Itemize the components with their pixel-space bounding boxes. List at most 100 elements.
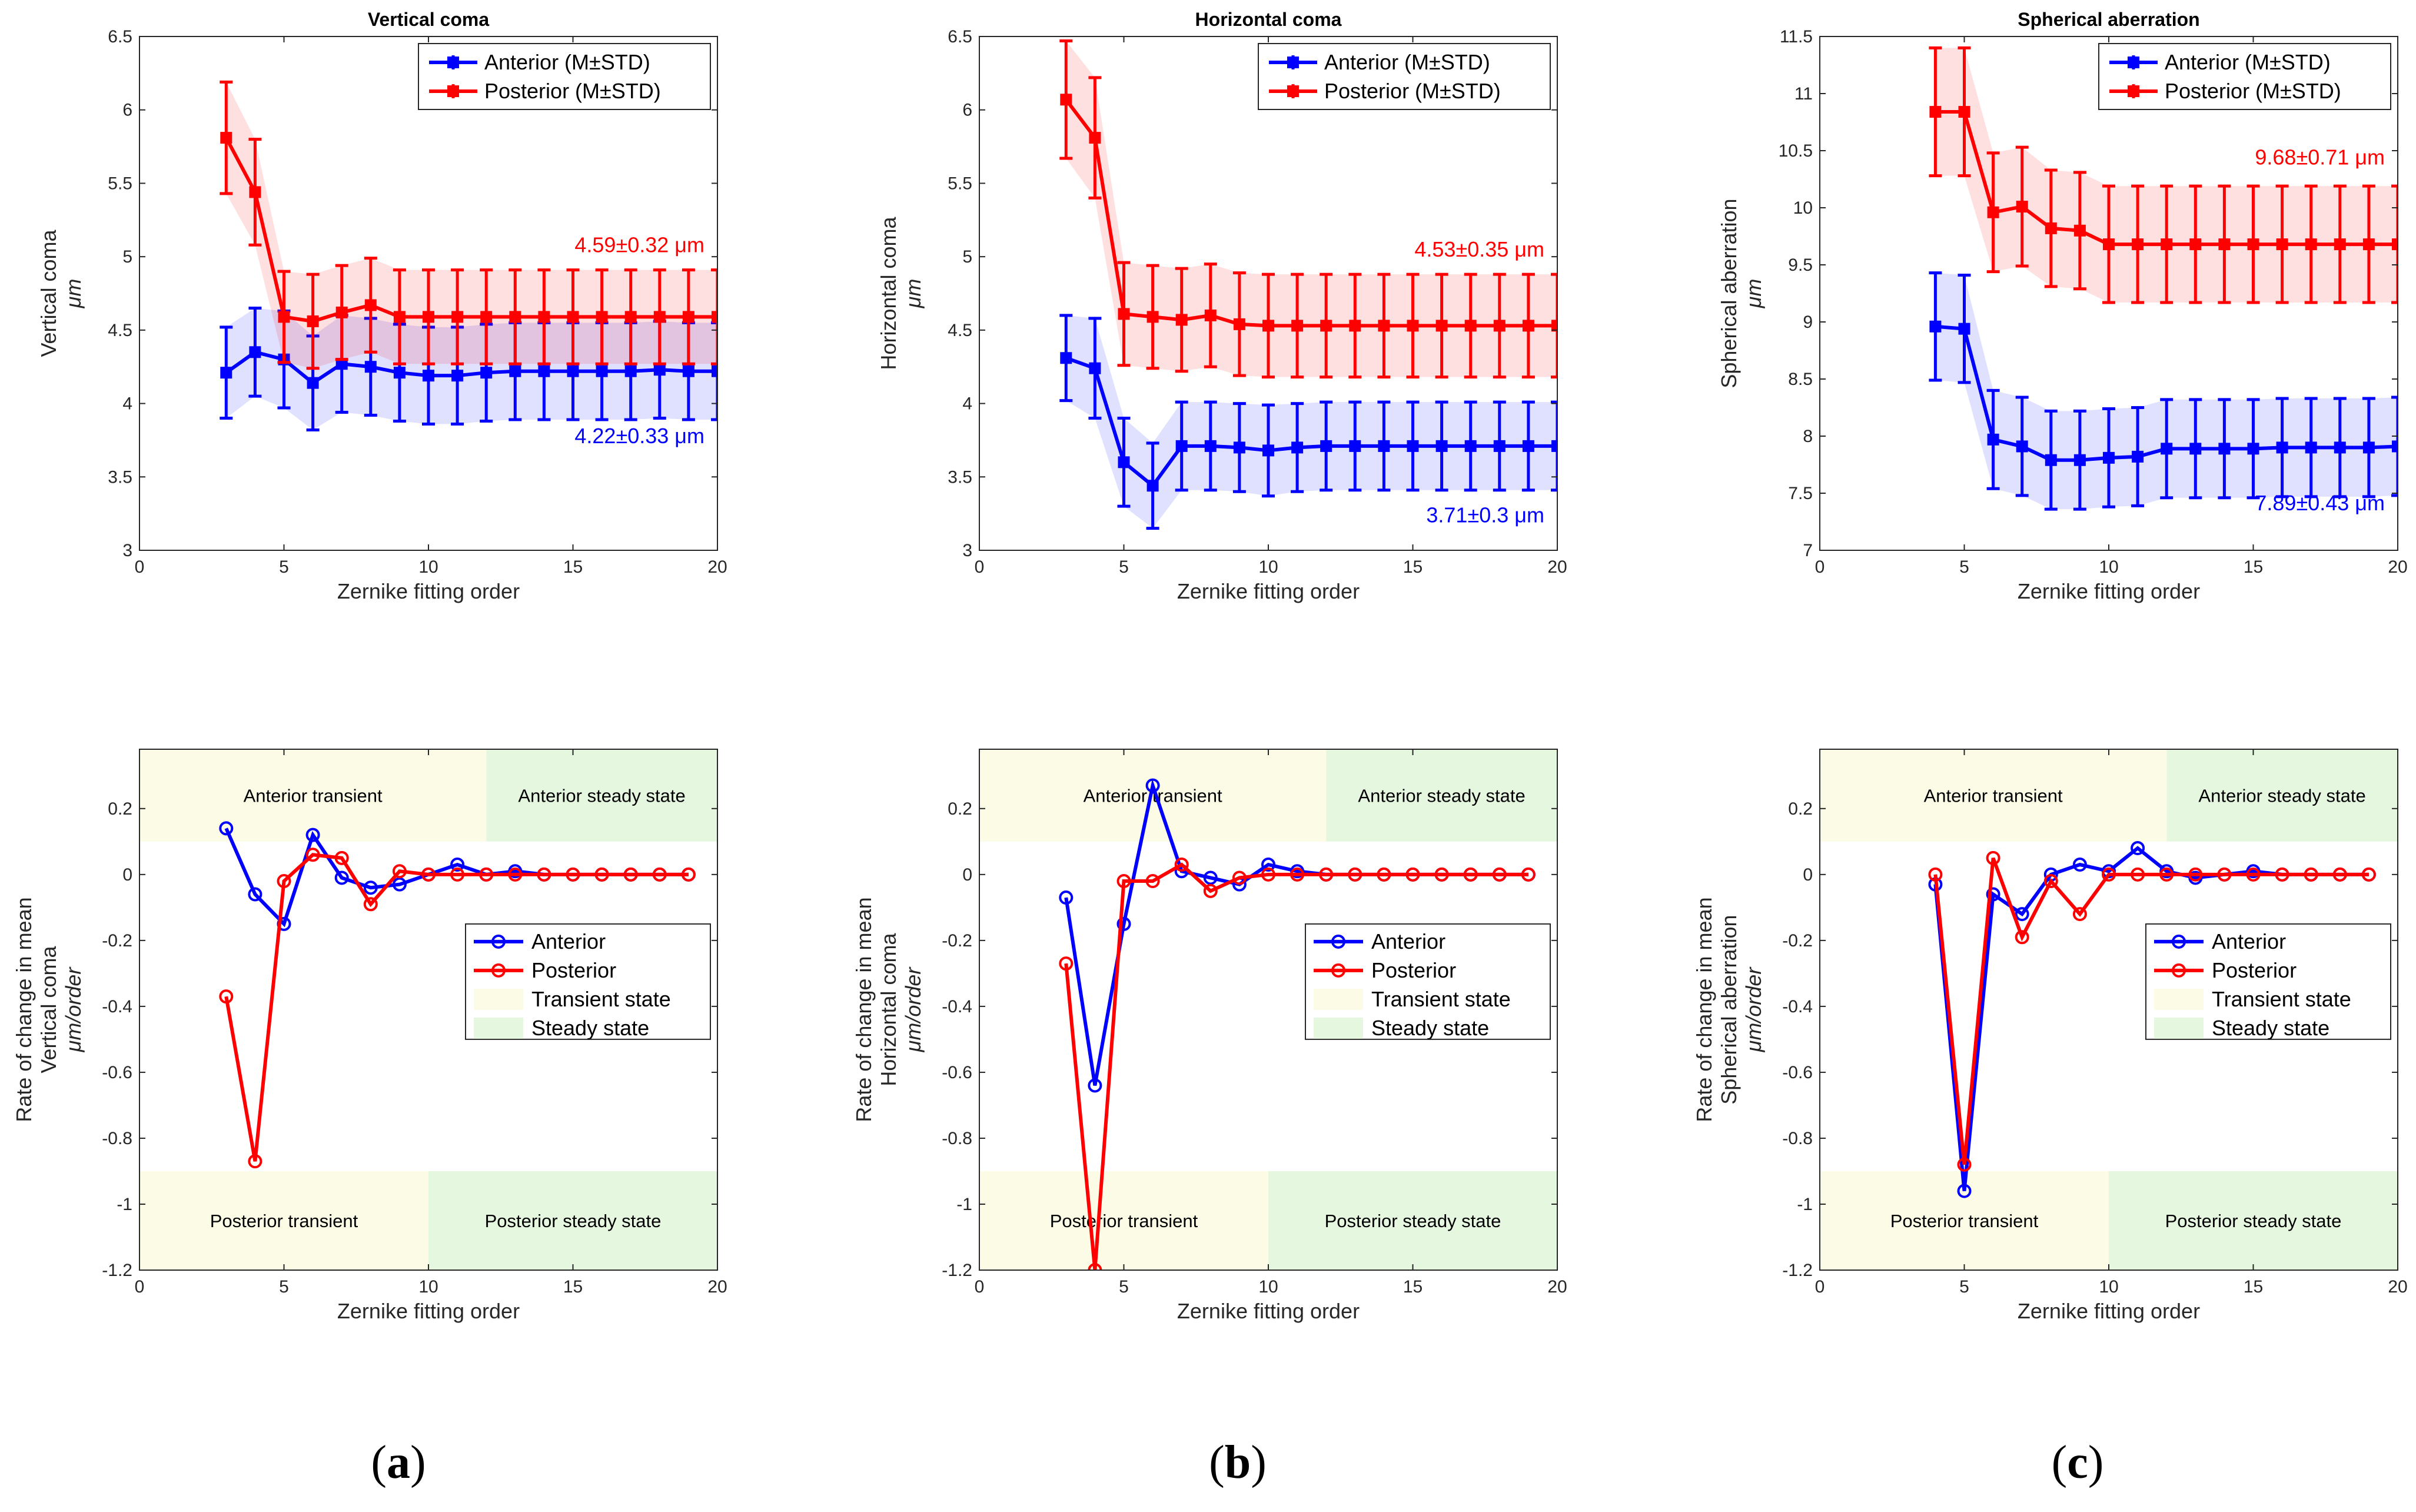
axes-frame — [139, 749, 718, 1271]
x-tick-label: 10 — [1258, 557, 1278, 577]
legend-label: Posterior (M±STD) — [484, 79, 661, 103]
data-point — [2276, 441, 2288, 454]
data-point — [1987, 433, 1999, 446]
data-point — [1958, 323, 1970, 335]
data-point — [423, 370, 434, 382]
x-tick-label: 20 — [707, 1277, 727, 1297]
data-point — [1464, 320, 1477, 332]
legend-marker — [491, 963, 506, 978]
data-point — [278, 311, 290, 323]
legend-label: Steady state — [2212, 1016, 2329, 1040]
data-point — [1088, 1078, 1102, 1093]
data-point — [1175, 314, 1188, 326]
legend-marker — [2128, 57, 2139, 68]
legend-marker — [447, 85, 459, 97]
data-point — [2189, 238, 2202, 251]
data-point — [1233, 441, 1245, 454]
data-point — [509, 365, 521, 377]
value-annotation: 4.53±0.35 μm — [1414, 237, 1544, 261]
x-tick-label: 0 — [1815, 557, 1825, 577]
data-point — [1957, 1157, 1972, 1172]
data-point — [220, 367, 232, 379]
data-point — [1118, 308, 1130, 320]
value-annotation: 4.59±0.32 μm — [574, 233, 704, 257]
data-point — [538, 311, 550, 323]
data-point — [480, 367, 493, 379]
region-steady — [2109, 1171, 2398, 1270]
data-point — [363, 880, 378, 895]
data-point — [712, 311, 717, 323]
y-tick-label: 6 — [122, 101, 132, 120]
region-steady — [486, 749, 717, 842]
x-axis-label: Zernike fitting order — [2018, 1299, 2200, 1323]
data-point — [451, 370, 464, 382]
data-point — [1407, 320, 1419, 332]
data-point — [538, 365, 550, 377]
y-tick-label: 9 — [1803, 313, 1813, 332]
data-point — [1463, 867, 1478, 882]
axes-frame — [979, 36, 1558, 551]
value-annotation: 4.22±0.33 μm — [574, 424, 704, 448]
region-label: Anterior steady state — [2198, 785, 2365, 806]
y-tick-label: -1 — [1797, 1195, 1813, 1214]
data-point — [248, 887, 262, 902]
x-tick-label: 0 — [1815, 1277, 1825, 1297]
data-point — [1493, 440, 1506, 452]
legend-label: Anterior — [2212, 929, 2286, 953]
legend-label: Steady state — [531, 1016, 649, 1040]
x-tick-label: 0 — [975, 557, 985, 577]
legend-marker — [1287, 85, 1299, 97]
data-point — [1233, 318, 1245, 330]
data-point — [2072, 907, 2087, 922]
x-tick-label: 5 — [1959, 1277, 1969, 1297]
data-point — [2073, 224, 2086, 237]
data-point — [1348, 867, 1362, 882]
y-tick-label: -0.2 — [942, 931, 972, 951]
data-point — [2392, 440, 2398, 453]
data-point — [219, 821, 234, 836]
data-point — [2217, 867, 2232, 882]
legend-label: Anterior (M±STD) — [484, 50, 650, 74]
x-tick-label: 20 — [2388, 1277, 2407, 1297]
data-point — [1203, 870, 1218, 885]
data-point — [2305, 441, 2317, 454]
y-tick-label: 0.2 — [948, 799, 972, 819]
data-point — [2131, 867, 2145, 882]
y-axis-label: Vertical coma — [36, 945, 61, 1073]
data-point — [1204, 309, 1217, 321]
y-tick-label: -1.2 — [102, 1261, 132, 1280]
std-band — [1066, 41, 1557, 377]
data-point — [1929, 320, 1942, 333]
y-axis-label: Vertical coma — [36, 229, 61, 357]
x-tick-label: 20 — [2388, 557, 2407, 577]
legend-label: Anterior — [1371, 929, 1445, 953]
data-point — [1986, 850, 2000, 865]
region-label: Anterior transient — [1924, 785, 2063, 806]
legend-swatch — [474, 988, 523, 1010]
legend-box — [2098, 43, 2391, 110]
region-label: Posterior steady state — [2165, 1211, 2342, 1231]
y-tick-label: -0.4 — [102, 997, 132, 1016]
value-annotation: 3.71±0.3 μm — [1426, 503, 1544, 527]
data-point — [248, 1154, 262, 1169]
value-annotation: 9.68±0.71 μm — [2255, 145, 2385, 169]
data-point — [712, 365, 717, 377]
data-point — [1551, 440, 1557, 452]
legend-label: Posterior (M±STD) — [2165, 79, 2341, 103]
data-point — [596, 365, 608, 377]
data-point — [1986, 887, 2000, 902]
data-point — [1204, 440, 1217, 452]
data-point — [307, 377, 319, 389]
data-point — [624, 311, 637, 323]
data-point — [2276, 238, 2288, 251]
x-tick-label: 0 — [135, 557, 145, 577]
x-tick-label: 10 — [2099, 1277, 2118, 1297]
data-point — [681, 867, 696, 882]
data-point — [1116, 916, 1131, 931]
chart-4: Anterior transient Anterior steady state P… — [12, 749, 727, 1323]
value-annotation: 7.89±0.43 μm — [2255, 491, 2385, 515]
plot-area: Anterior transient Anterior steady state P… — [1820, 749, 2398, 1270]
y-tick-label: -0.8 — [1782, 1129, 1813, 1148]
y-axis-label: μm/order — [61, 966, 85, 1053]
y-tick-label: 9.5 — [1788, 255, 1813, 275]
